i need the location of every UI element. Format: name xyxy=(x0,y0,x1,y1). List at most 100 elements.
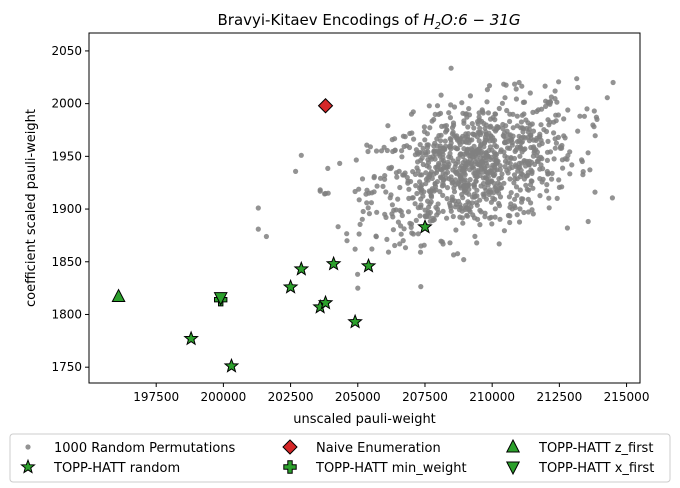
random-permutation-point xyxy=(255,226,261,232)
random-permutation-point xyxy=(507,111,513,117)
random-permutation-point xyxy=(471,215,478,221)
random-permutation-point xyxy=(364,142,370,148)
random-permutation-point xyxy=(402,245,409,251)
random-permutation-point xyxy=(438,92,444,98)
naive-enumeration-point xyxy=(317,98,334,114)
random-permutation-point xyxy=(543,103,549,109)
random-permutation-point xyxy=(438,238,444,244)
random-permutation-point xyxy=(482,210,488,216)
topp-hatt-random-point xyxy=(360,257,377,273)
random-permutation-point xyxy=(477,207,483,213)
random-permutation-point xyxy=(559,145,565,151)
random-permutation-point xyxy=(455,181,461,187)
random-permutation-point xyxy=(521,209,527,216)
legend: 1000 Random Permutations TOPP-HATT random… xyxy=(9,433,671,483)
random-permutation-point xyxy=(436,133,442,139)
random-permutation-point xyxy=(501,130,508,136)
topp-hatt-z-first-point xyxy=(111,288,126,303)
random-permutation-point xyxy=(357,221,363,227)
random-permutation-point xyxy=(559,157,566,163)
random-permutation-point xyxy=(395,196,401,202)
random-permutation-point xyxy=(523,182,529,188)
random-permutation-point xyxy=(448,174,454,180)
random-permutation-point xyxy=(465,205,472,212)
random-permutation-point xyxy=(364,187,370,193)
random-permutation-point xyxy=(531,149,537,156)
random-permutation-point xyxy=(448,65,454,71)
random-permutation-point xyxy=(513,184,520,190)
random-permutation-point xyxy=(519,83,525,89)
topp-hatt-random-point xyxy=(417,218,433,234)
random-permutation-point xyxy=(407,220,413,226)
random-permutation-point xyxy=(344,238,350,244)
legend-marker-random xyxy=(25,444,31,450)
random-permutation-point xyxy=(408,224,414,230)
random-permutation-point xyxy=(517,153,523,159)
random-permutation-point xyxy=(551,130,557,136)
random-permutation-point xyxy=(414,165,420,171)
topp-hatt-random-point xyxy=(282,278,299,294)
random-permutation-point xyxy=(417,149,423,155)
random-permutation-point xyxy=(437,189,443,195)
random-permutation-point xyxy=(461,120,467,126)
random-permutation-point xyxy=(575,84,581,91)
random-permutation-point xyxy=(451,104,458,110)
random-permutation-point xyxy=(429,118,435,124)
x-tick-label: 207500 xyxy=(402,390,448,404)
legend-label: TOPP-HATT random xyxy=(53,461,180,476)
random-permutation-point xyxy=(467,177,473,183)
random-permutation-point xyxy=(374,183,380,189)
random-permutation-point xyxy=(530,211,536,217)
random-permutation-point xyxy=(504,167,510,174)
random-permutation-point xyxy=(448,102,454,108)
random-permutation-point xyxy=(502,95,508,101)
algorithm-series xyxy=(111,98,433,373)
random-permutation-point xyxy=(419,155,425,161)
random-permutation-point xyxy=(431,143,437,149)
random-permutation-point xyxy=(487,187,493,193)
random-permutation-point xyxy=(530,185,536,191)
random-permutation-point xyxy=(494,160,500,166)
random-permutation-point xyxy=(457,141,463,148)
random-permutation-point xyxy=(434,179,440,185)
legend-frame xyxy=(9,433,671,483)
random-permutation-point xyxy=(263,233,269,240)
random-permutation-point xyxy=(412,171,418,177)
random-permutation-point xyxy=(553,118,559,124)
random-permutation-point xyxy=(543,98,549,104)
x-tick-label: 197500 xyxy=(133,390,179,404)
random-permutation-point xyxy=(520,172,526,178)
random-permutation-point xyxy=(512,176,518,182)
random-permutation-point xyxy=(553,112,559,118)
random-permutation-point xyxy=(560,165,566,171)
random-permutation-point xyxy=(402,134,408,140)
x-tick-label: 200000 xyxy=(200,390,246,404)
random-permutation-point xyxy=(399,148,405,154)
random-permutation-point xyxy=(548,94,555,100)
random-permutation-point xyxy=(450,213,456,220)
random-permutation-point xyxy=(453,227,459,233)
random-permutation-point xyxy=(400,238,406,244)
x-axis-label: unscaled pauli-weight xyxy=(293,412,436,427)
random-permutation-point xyxy=(380,183,386,189)
random-permutation-point xyxy=(424,142,430,148)
random-permutation-point xyxy=(421,242,427,248)
random-permutation-point xyxy=(446,110,452,116)
random-permutation-point xyxy=(463,139,469,145)
random-permutation-point xyxy=(510,125,516,131)
y-tick-label: 1850 xyxy=(51,255,82,269)
random-permutation-point xyxy=(541,127,547,133)
random-permutation-point xyxy=(488,199,494,205)
title-prefix: Bravyi-Kitaev Encodings of xyxy=(217,11,423,29)
random-permutation-point xyxy=(496,176,502,182)
random-permutation-point xyxy=(517,206,523,212)
random-permutation-point xyxy=(525,196,531,202)
random-permutation-point xyxy=(518,125,524,131)
random-permutation-point xyxy=(473,200,479,206)
random-permutation-point xyxy=(455,146,461,152)
random-permutation-point xyxy=(469,121,475,127)
random-permutation-point xyxy=(509,142,515,148)
random-permutation-point xyxy=(477,222,483,228)
random-permutation-point xyxy=(502,164,508,170)
random-permutation-point xyxy=(546,122,552,128)
